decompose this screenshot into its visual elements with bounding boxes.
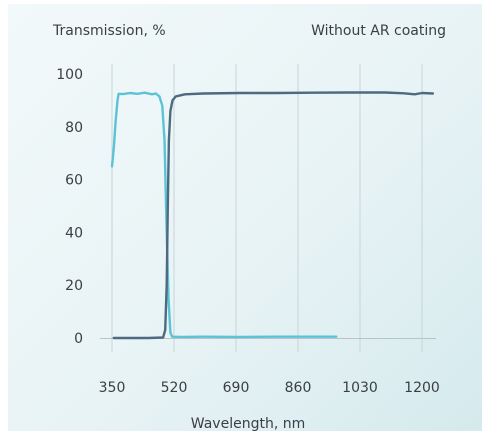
x-tick-label: 350 — [99, 380, 126, 396]
y-tick-label: 40 — [65, 225, 83, 241]
x-tick-labels: 350 520 690 860 1030 1200 — [99, 380, 440, 396]
x-tick-label: 860 — [285, 380, 312, 396]
series-line-1 — [110, 91, 338, 339]
x-tick-label: 520 — [161, 380, 188, 396]
x-axis-label: Wavelength, nm — [191, 416, 305, 431]
series-lines — [110, 91, 435, 340]
x-tick-label: 1030 — [342, 380, 378, 396]
x-tick-label: 1200 — [404, 380, 440, 396]
y-tick-label: 80 — [65, 120, 83, 136]
y-tick-label: 60 — [65, 173, 83, 189]
gridlines — [111, 64, 423, 352]
y-tick-label: 20 — [65, 278, 83, 294]
chart-panel: 350 520 690 860 1030 1200 0 20 40 60 80 100 Transm… — [8, 4, 482, 431]
y-tick-label: 100 — [56, 67, 83, 83]
y-axis-label: Transmission, % — [52, 23, 166, 39]
chart-title: Without AR coating — [311, 23, 446, 39]
y-tick-label: 0 — [74, 331, 83, 347]
transmission-chart: 350 520 690 860 1030 1200 0 20 40 60 80 100 Transm… — [52, 23, 446, 431]
y-tick-labels: 0 20 40 60 80 100 — [56, 67, 83, 347]
series-line-2 — [112, 91, 435, 340]
x-tick-label: 690 — [223, 380, 250, 396]
